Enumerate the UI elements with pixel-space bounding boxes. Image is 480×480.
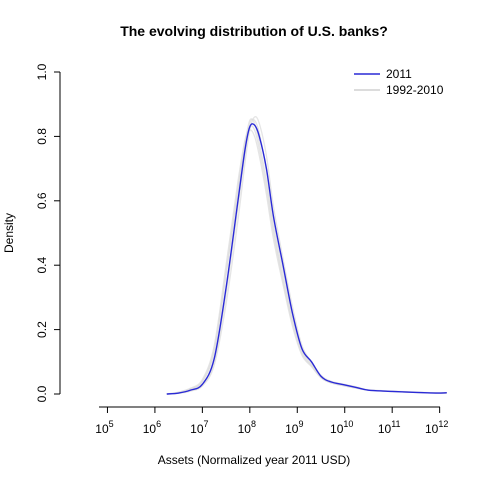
chart-title: The evolving distribution of U.S. banks? xyxy=(120,23,388,39)
series-line-1992-2010-4 xyxy=(166,118,447,395)
legend: 2011 1992-2010 xyxy=(354,67,444,97)
y-tick-label: 0.2 xyxy=(35,321,49,338)
background-curves-1992-2010 xyxy=(166,116,447,395)
x-tick-label: 106 xyxy=(143,419,161,436)
series-line-1992-2010-5 xyxy=(166,125,447,395)
series-line-1992-2010-3 xyxy=(166,116,447,395)
x-tick-label: 108 xyxy=(238,419,256,436)
y-axis-label: Density xyxy=(2,213,16,253)
legend-label-2011: 2011 xyxy=(386,67,412,81)
y-tick-label: 0.0 xyxy=(35,385,49,402)
x-tick-label: 109 xyxy=(285,419,303,436)
x-tick-label: 1010 xyxy=(330,419,353,436)
y-tick-label: 0.4 xyxy=(35,257,49,274)
x-tick-label: 107 xyxy=(190,419,208,436)
x-tick-label: 1011 xyxy=(378,419,401,436)
y-tick-label: 0.8 xyxy=(35,128,49,145)
x-tick-label: 1012 xyxy=(425,419,448,436)
x-axis-label: Assets (Normalized year 2011 USD) xyxy=(158,453,351,467)
y-tick-label: 1.0 xyxy=(35,63,49,80)
series-line-2011 xyxy=(166,123,447,395)
y-axis-ticks: 0.0 0.2 0.4 0.6 0.8 1.0 xyxy=(35,63,60,402)
legend-label-1992-2010: 1992-2010 xyxy=(386,83,444,97)
y-tick-label: 0.6 xyxy=(35,192,49,209)
x-axis-ticks: 105 106 107 108 109 1010 1011 1012 xyxy=(95,407,448,436)
series-line-1992-2010-2 xyxy=(166,118,447,395)
x-tick-label: 105 xyxy=(95,419,113,436)
